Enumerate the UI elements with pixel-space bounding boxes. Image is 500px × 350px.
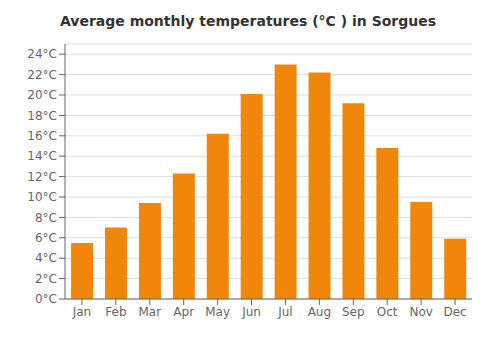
html-text:Average monthly temperatures (: Average monthly temperatures (°C ) in So… xyxy=(59,13,437,29)
svg-text:Sep: Sep xyxy=(342,305,365,319)
svg-text:0°C: 0°C xyxy=(35,292,57,306)
svg-text:12°C: 12°C xyxy=(27,170,57,184)
svg-text:Dec: Dec xyxy=(443,305,466,319)
svg-text:8°C: 8°C xyxy=(35,211,57,225)
svg-text:May: May xyxy=(205,305,230,319)
svg-text:Jan: Jan xyxy=(72,305,92,319)
svg-text:22°C: 22°C xyxy=(27,68,57,82)
svg-text:24°C: 24°C xyxy=(27,47,57,61)
svg-text:Oct: Oct xyxy=(377,305,398,319)
svg-text:2°C: 2°C xyxy=(35,272,57,286)
svg-text:6°C: 6°C xyxy=(35,231,57,245)
svg-text:18°C: 18°C xyxy=(27,109,57,123)
svg-text:20°C: 20°C xyxy=(27,88,57,102)
svg-text:Feb: Feb xyxy=(105,305,126,319)
svg-text:14°C: 14°C xyxy=(27,149,57,163)
svg-text:Aug: Aug xyxy=(308,305,331,319)
svg-text:Nov: Nov xyxy=(409,305,432,319)
svg-text:Jul: Jul xyxy=(277,305,292,319)
svg-text:4°C: 4°C xyxy=(35,251,57,265)
svg-text:16°C: 16°C xyxy=(27,129,57,143)
svg-text:10°C: 10°C xyxy=(27,190,57,204)
svg-text:Mar: Mar xyxy=(138,305,161,319)
svg-text:Apr: Apr xyxy=(173,305,194,319)
svg-text:Jun: Jun xyxy=(241,305,261,319)
